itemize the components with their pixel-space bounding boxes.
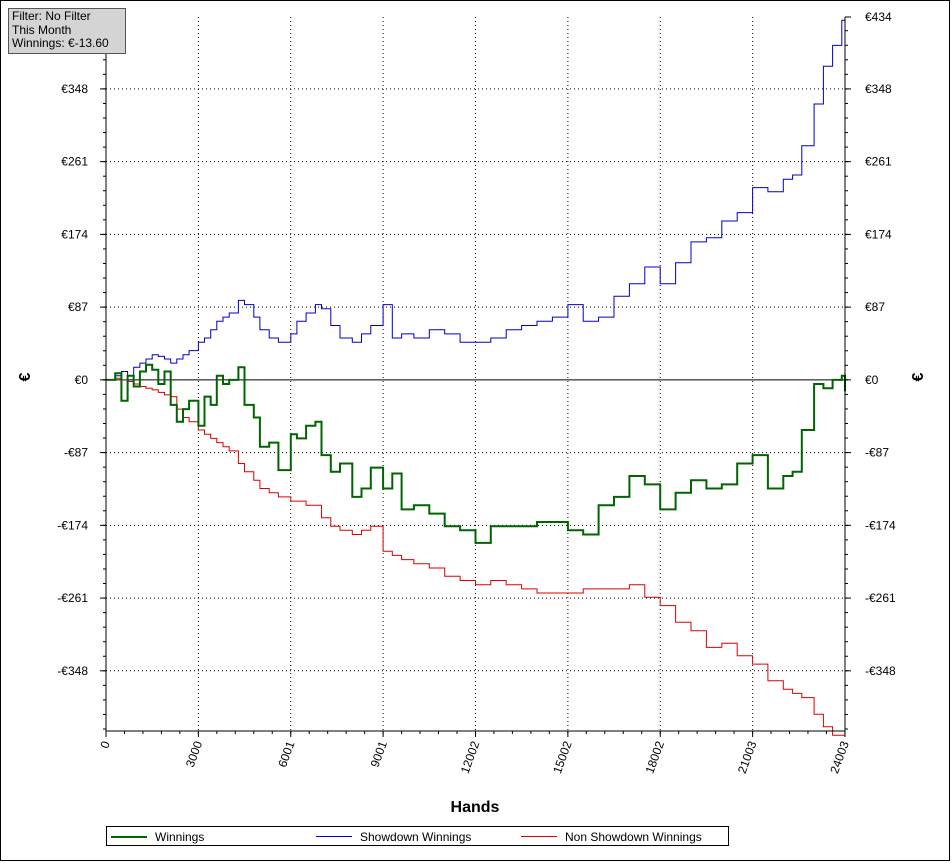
y-tick-label-left: €87 xyxy=(68,300,88,314)
y-axis-title-right: € xyxy=(910,372,927,381)
showdown-winnings-line xyxy=(106,19,846,381)
y-tick-label-right: -€348 xyxy=(865,664,896,678)
legend-label-non-showdown: Non Showdown Winnings xyxy=(565,829,702,844)
y-tick-label-right: €0 xyxy=(865,373,879,387)
legend: Winnings Showdown Winnings Non Showdown … xyxy=(106,826,729,846)
winnings-label: Winnings: €-13.60 xyxy=(12,36,109,50)
x-tick-label: 9001 xyxy=(368,739,390,769)
x-tick-label: 6001 xyxy=(275,739,297,769)
tick-labels: 0 3000 6001 9001 12002 15002 18002 21003 24003 €4… xyxy=(57,10,896,775)
y-tick-label-left: €348 xyxy=(61,82,88,96)
y-tick-label-left: €0 xyxy=(75,373,89,387)
y-tick-label-right: €87 xyxy=(865,300,885,314)
winnings-line xyxy=(106,363,846,544)
y-tick-label-right: €348 xyxy=(865,82,892,96)
non-showdown-winnings-line xyxy=(106,377,846,736)
legend-item-winnings: Winnings xyxy=(111,829,204,844)
x-tick-label: 24003 xyxy=(827,739,852,775)
y-tick-label-right: €434 xyxy=(865,10,892,24)
x-axis-title: Hands xyxy=(451,799,500,816)
legend-item-non-showdown: Non Showdown Winnings xyxy=(521,829,702,844)
y-tick-label-right: €261 xyxy=(865,155,892,169)
x-tick-label: 15002 xyxy=(550,739,575,775)
y-tick-label-left: €261 xyxy=(61,155,88,169)
y-tick-label-right: -€174 xyxy=(865,518,896,532)
legend-item-showdown: Showdown Winnings xyxy=(316,829,471,844)
x-tick-label: 18002 xyxy=(642,739,667,775)
y-tick-label-left: -€261 xyxy=(57,591,88,605)
y-tick-label-left: -€87 xyxy=(64,446,88,460)
legend-label-winnings: Winnings xyxy=(155,829,205,844)
x-tick-label: 3000 xyxy=(183,739,205,769)
y-tick-label-right: €174 xyxy=(865,227,892,241)
y-axis-title-left: € xyxy=(17,372,34,381)
y-tick-label-left: -€348 xyxy=(57,664,88,678)
period-label: This Month xyxy=(12,22,72,37)
legend-swatch-winnings xyxy=(111,835,147,838)
x-tick-label: 0 xyxy=(97,739,113,750)
x-tick-label: 12002 xyxy=(458,739,483,775)
y-tick-label-left: -€174 xyxy=(57,518,88,532)
legend-swatch-non-showdown xyxy=(521,836,557,837)
y-tick-label-right: -€87 xyxy=(865,446,889,460)
y-tick-label-left: €174 xyxy=(61,227,88,241)
grid xyxy=(106,17,845,731)
y-tick-label-right: -€261 xyxy=(865,591,896,605)
x-tick-label: 21003 xyxy=(735,739,760,775)
axes xyxy=(100,16,851,737)
series-lines xyxy=(106,19,846,736)
filter-label: Filter: No Filter xyxy=(12,9,91,23)
filter-info-box: Filter: No Filter This Month Winnings: €… xyxy=(8,8,126,54)
legend-swatch-showdown xyxy=(316,836,352,837)
legend-label-showdown: Showdown Winnings xyxy=(360,829,472,844)
